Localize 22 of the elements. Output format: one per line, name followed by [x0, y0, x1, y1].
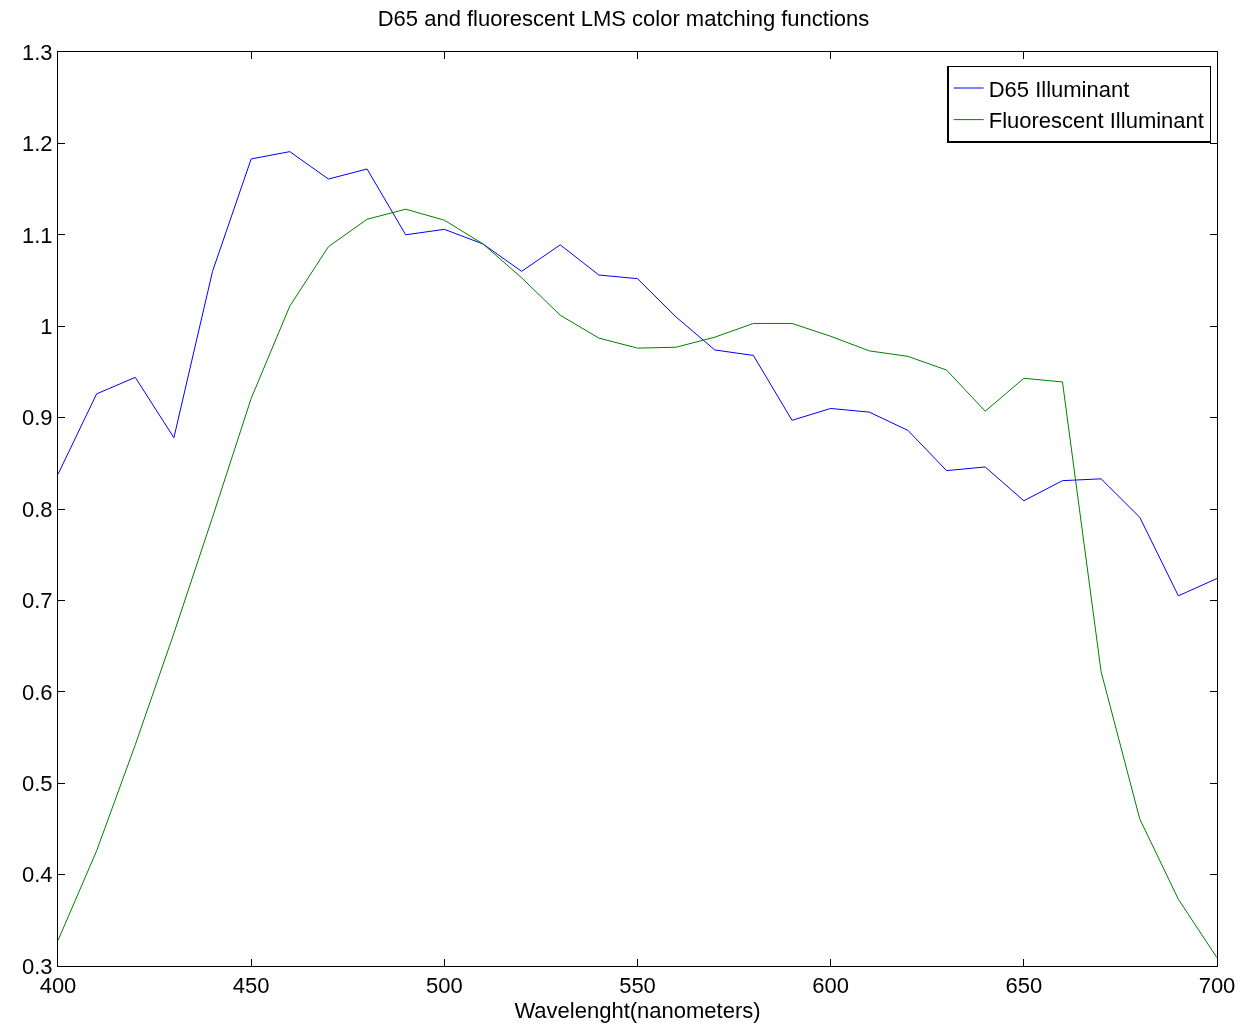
y-tick-label: 0.5	[22, 770, 53, 796]
x-tick-label: 600	[812, 973, 850, 999]
legend-label: D65 Illuminant	[988, 76, 1130, 102]
x-tick-label: 450	[232, 973, 270, 999]
y-tick-label: 0.6	[22, 679, 53, 705]
y-tick-label: 1.3	[22, 39, 53, 65]
chart-title: D65 and fluorescent LMS color matching functions	[377, 5, 870, 31]
y-tick-label: 0.8	[22, 496, 53, 522]
x-tick-label: 550	[619, 973, 656, 999]
y-tick-label: 1.1	[22, 222, 53, 248]
y-tick-label: 0.7	[22, 588, 53, 614]
x-axis-title: Wavelenght(nanometers)	[514, 998, 761, 1024]
x-tick-label: 500	[425, 973, 463, 999]
x-tick-label: 700	[1198, 973, 1236, 999]
x-tick-label: 650	[1005, 973, 1043, 999]
line-series	[58, 208, 1217, 959]
y-tick-label: 0.4	[22, 862, 53, 888]
y-tick-label: 0.9	[22, 405, 53, 431]
y-tick-label: 1	[40, 313, 53, 339]
legend-label: Fluorescent Illuminant	[988, 108, 1204, 134]
y-tick-label: 1.2	[22, 131, 53, 157]
line-series	[58, 151, 1217, 597]
